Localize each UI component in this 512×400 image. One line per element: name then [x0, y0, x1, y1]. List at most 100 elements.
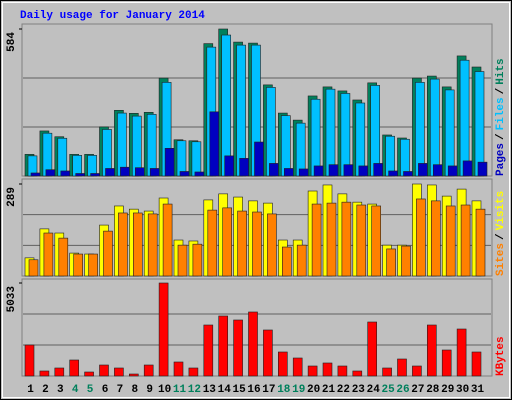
- bar: [117, 112, 127, 177]
- bar: [471, 351, 482, 377]
- bar: [328, 164, 339, 177]
- bar: [307, 365, 318, 377]
- bar: [397, 358, 407, 377]
- bar: [477, 161, 488, 177]
- legend-entry: Files: [495, 97, 507, 130]
- bar: [60, 170, 71, 177]
- legend-entry: Pages: [495, 143, 507, 176]
- x-tick-label: 13: [203, 384, 217, 396]
- x-tick-label: 7: [117, 384, 124, 396]
- bar: [252, 211, 262, 277]
- bar: [295, 122, 306, 177]
- bar: [207, 209, 218, 277]
- bar: [39, 370, 50, 377]
- x-tick-label: 25: [381, 384, 395, 396]
- x-tick-label: 26: [396, 384, 409, 396]
- x-tick-label: 24: [367, 384, 381, 396]
- bar: [415, 82, 425, 177]
- x-tick-label: 15: [232, 384, 246, 396]
- x-tick-label: 21: [322, 384, 336, 396]
- x-tick-label: 20: [307, 384, 320, 396]
- bar: [441, 349, 452, 377]
- bar: [75, 173, 85, 177]
- bar: [447, 165, 458, 177]
- bar: [188, 367, 199, 377]
- bar: [343, 164, 354, 177]
- bar: [73, 253, 83, 277]
- x-tick-label: 31: [471, 384, 485, 396]
- bar: [474, 71, 485, 177]
- bar: [355, 102, 366, 177]
- bar: [239, 158, 249, 177]
- bar: [99, 364, 109, 377]
- bar: [191, 141, 202, 177]
- x-tick-label: 19: [292, 384, 305, 396]
- bar: [45, 169, 56, 177]
- bar: [222, 207, 232, 277]
- bar: [129, 373, 139, 377]
- bar: [430, 200, 441, 277]
- bar: [90, 173, 100, 177]
- bar: [135, 167, 145, 177]
- bar: [179, 171, 190, 177]
- bar: [367, 321, 378, 377]
- bar: [84, 371, 94, 377]
- bar: [280, 115, 291, 177]
- x-tick-label: 9: [146, 384, 153, 396]
- x-tick-label: 18: [277, 384, 291, 396]
- bar: [310, 98, 321, 177]
- x-tick-label: 11: [173, 384, 187, 396]
- x-tick-label: 5: [87, 384, 94, 396]
- bar: [164, 148, 175, 177]
- bar: [120, 166, 130, 177]
- y-tick-label: 5033: [6, 286, 18, 313]
- bar: [352, 370, 363, 377]
- x-tick-label: 30: [456, 384, 469, 396]
- bar: [192, 243, 203, 277]
- legend-entry: Hits: [495, 58, 507, 84]
- bar: [277, 351, 288, 377]
- bar: [325, 88, 336, 177]
- bar: [177, 244, 188, 277]
- bar: [337, 365, 348, 377]
- bar: [412, 365, 422, 377]
- bar: [340, 93, 351, 177]
- bar: [432, 164, 443, 177]
- bar: [254, 141, 264, 177]
- bar: [283, 168, 294, 177]
- bar: [385, 135, 395, 177]
- bar: [176, 140, 187, 177]
- bar: [158, 282, 169, 377]
- bar: [203, 324, 214, 377]
- bar: [382, 367, 392, 377]
- bar: [248, 311, 258, 377]
- bar: [267, 213, 277, 277]
- legend-separator: /: [495, 233, 507, 240]
- x-tick-label: 28: [426, 384, 440, 396]
- x-tick-label: 2: [42, 384, 49, 396]
- legend-entry: Sites: [495, 243, 507, 276]
- bar: [173, 361, 184, 377]
- bar: [313, 165, 324, 177]
- legend: KBytes: [495, 336, 507, 376]
- bar: [146, 114, 157, 177]
- bar: [459, 59, 470, 177]
- bar: [263, 329, 273, 377]
- x-tick-label: 22: [337, 384, 350, 396]
- bar: [30, 172, 41, 177]
- bar: [194, 171, 205, 177]
- bar: [403, 171, 413, 177]
- bar: [133, 212, 143, 277]
- bar: [58, 237, 69, 277]
- bar: [401, 245, 411, 277]
- bar: [162, 203, 173, 277]
- bar: [143, 364, 154, 377]
- y-tick-label: 289: [6, 187, 18, 207]
- bar: [388, 170, 398, 177]
- x-tick-label: 23: [352, 384, 366, 396]
- bar: [326, 202, 337, 277]
- bar: [356, 204, 367, 277]
- bar: [54, 367, 65, 377]
- x-tick-label: 29: [441, 384, 454, 396]
